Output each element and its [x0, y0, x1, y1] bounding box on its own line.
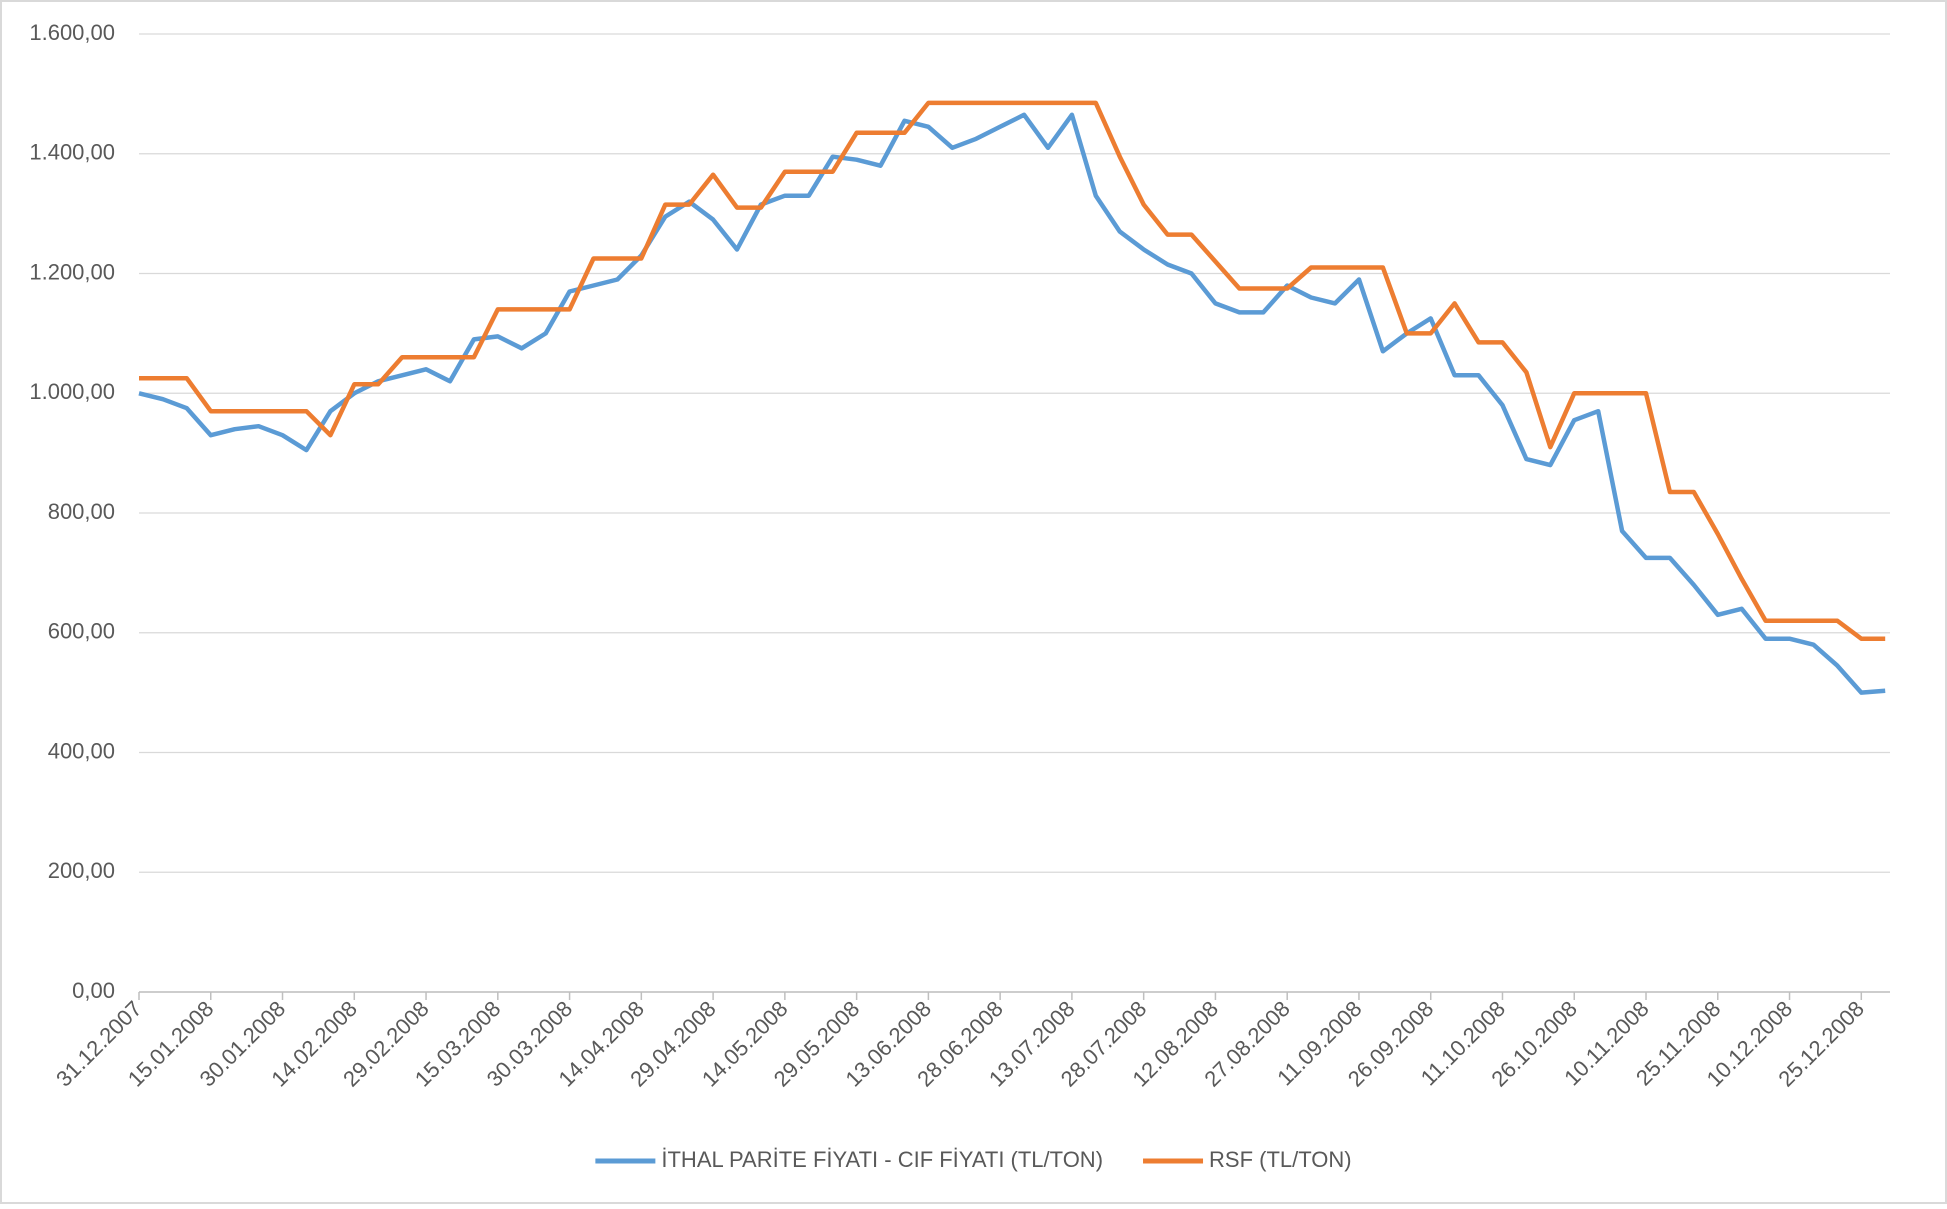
y-tick-label: 1.200,00 — [29, 259, 115, 284]
y-tick-label: 1.000,00 — [29, 379, 115, 404]
legend-label: RSF (TL/TON) — [1209, 1147, 1352, 1172]
y-tick-label: 800,00 — [48, 499, 115, 524]
y-tick-label: 1.400,00 — [29, 140, 115, 165]
legend-label: İTHAL PARİTE FİYATI - CIF FİYATI (TL/TON… — [661, 1147, 1103, 1172]
legend-item: İTHAL PARİTE FİYATI - CIF FİYATI (TL/TON… — [595, 1147, 1103, 1172]
y-tick-label: 400,00 — [48, 738, 115, 763]
y-tick-label: 0,00 — [72, 978, 115, 1003]
series-line — [139, 100, 1886, 641]
y-tick-label: 200,00 — [48, 858, 115, 883]
series-line — [138, 112, 1886, 695]
y-tick-label: 600,00 — [48, 619, 115, 644]
legend-item: RSF (TL/TON) — [1143, 1147, 1352, 1172]
y-tick-label: 1.600,00 — [29, 20, 115, 45]
